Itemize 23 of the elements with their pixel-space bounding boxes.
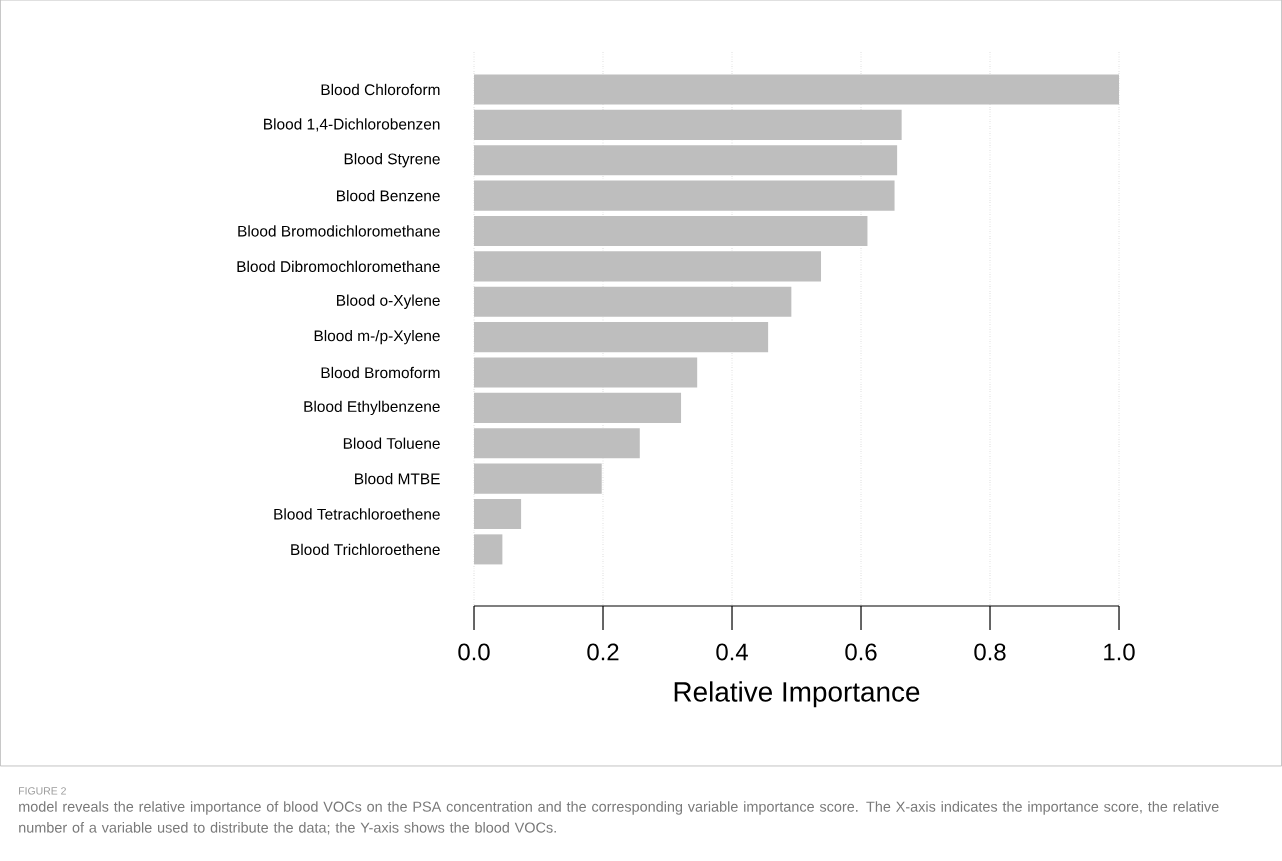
y-tick-label: Blood Bromoform: [321, 366, 440, 379]
y-tick-label: Blood Toluene: [343, 437, 440, 449]
caption: FIGURE 2: [19, 787, 66, 795]
x-tick-label: 0.0: [458, 643, 490, 661]
x-tick-label: 0.6: [845, 643, 877, 661]
y-tick-label: Blood Benzene: [337, 189, 440, 202]
y-tick-label: Blood Trichloroethene: [291, 543, 440, 556]
y-tick-label: Blood m-/p-Xylene: [314, 329, 440, 345]
x-tick-label: 1.0: [1104, 643, 1135, 661]
x-tick-label: 0.2: [587, 643, 619, 661]
x-axis-title: Relative Importance: [674, 681, 920, 708]
y-tick-label: Blood Dibromochloromethane: [237, 260, 440, 273]
y-tick-label: Blood Chloroform: [321, 83, 440, 96]
y-tick-label: Blood o-Xylene: [337, 294, 440, 309]
y-tick-label: Blood Tetrachloroethene: [274, 508, 440, 520]
y-tick-label: Blood Bromodichloromethane: [238, 225, 440, 237]
x-tick-label: 0.4: [716, 643, 748, 661]
y-tick-label: Blood 1,4-Dichlorobenzen: [264, 118, 440, 132]
text: model reveals the relative importance of blood VOCs on the PSA concentration and the corresponding variable importance score. The X-axis indicates the importance score, the relative number of a variable used to distribute the data; the Y-axis shows the blood VOCs.: [19, 801, 1219, 835]
y-tick-label: Blood Ethylbenzene: [304, 400, 440, 416]
y-tick-label: Blood MTBE: [355, 472, 440, 485]
x-tick-label: 0.8: [974, 643, 1006, 661]
y-tick-label: Blood Styrene: [344, 153, 440, 168]
